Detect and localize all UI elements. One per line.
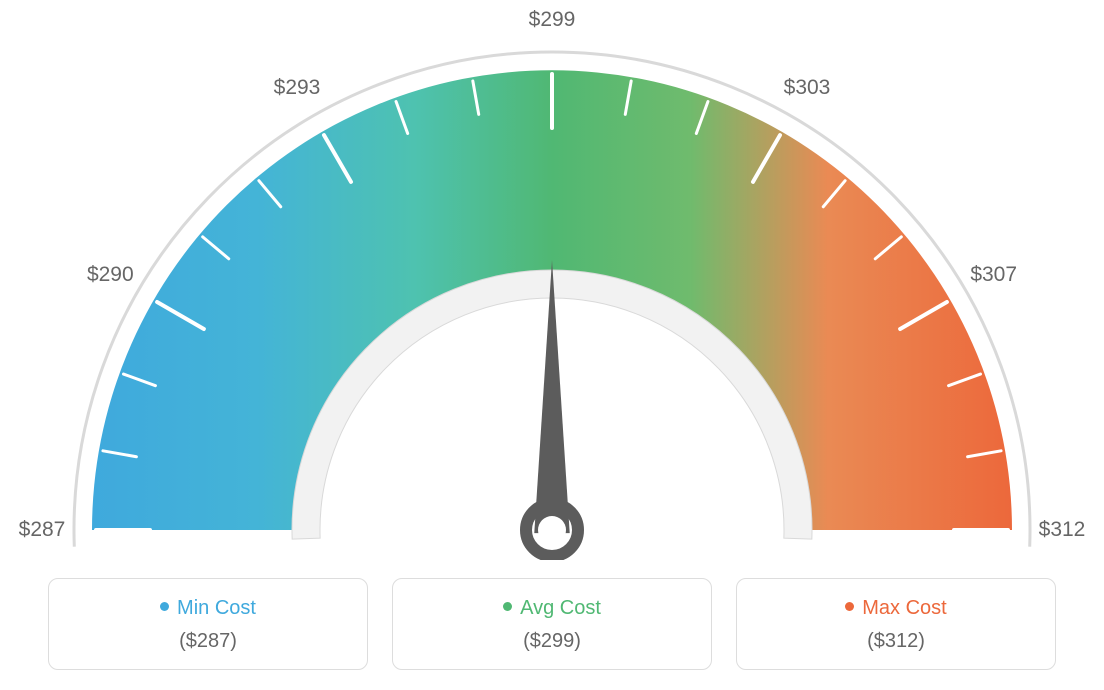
legend-value-avg: ($299) <box>403 630 701 653</box>
legend-row: Min Cost ($287) Avg Cost ($299) Max Cost… <box>0 578 1104 670</box>
dot-icon <box>845 602 854 611</box>
legend-title-avg: Avg Cost <box>403 597 701 620</box>
gauge-tick-label: $287 <box>19 518 66 542</box>
gauge-tick-label: $307 <box>970 263 1017 287</box>
legend-value-min: ($287) <box>59 630 357 653</box>
legend-value-max: ($312) <box>747 630 1045 653</box>
legend-card-min: Min Cost ($287) <box>48 578 368 670</box>
gauge-chart: $287 $290 $293 $299 $303 $307 $312 <box>0 0 1104 560</box>
gauge-svg <box>0 0 1104 560</box>
legend-card-max: Max Cost ($312) <box>736 578 1056 670</box>
gauge-tick-label: $290 <box>87 263 134 287</box>
gauge-tick-label: $293 <box>274 76 321 100</box>
legend-card-avg: Avg Cost ($299) <box>392 578 712 670</box>
legend-title-max: Max Cost <box>747 597 1045 620</box>
dot-icon <box>503 602 512 611</box>
gauge-tick-label: $303 <box>784 76 831 100</box>
dot-icon <box>160 602 169 611</box>
legend-label: Max Cost <box>862 597 946 619</box>
legend-label: Avg Cost <box>520 597 601 619</box>
legend-label: Min Cost <box>177 597 256 619</box>
legend-title-min: Min Cost <box>59 597 357 620</box>
gauge-tick-label: $312 <box>1039 518 1086 542</box>
gauge-tick-label: $299 <box>529 8 576 32</box>
